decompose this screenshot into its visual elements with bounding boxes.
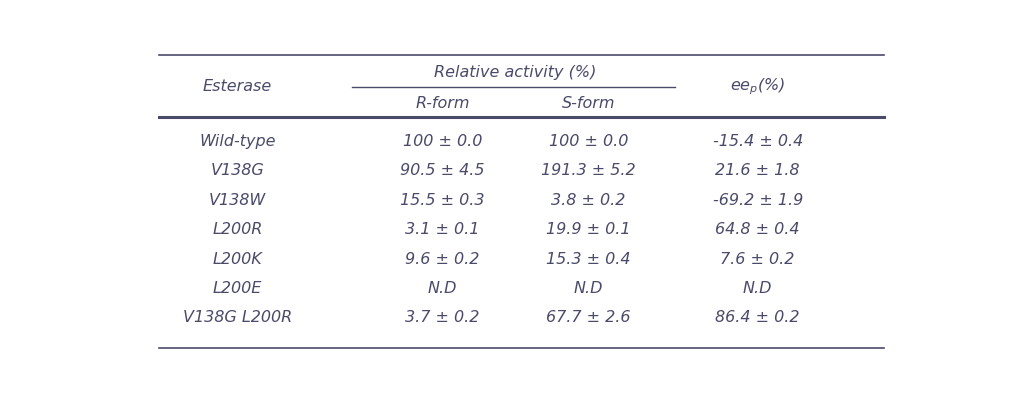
- Text: N.D: N.D: [742, 280, 773, 295]
- Text: R-form: R-form: [415, 96, 470, 111]
- Text: ee$_p$(%): ee$_p$(%): [730, 76, 785, 97]
- Text: Wild-type: Wild-type: [199, 133, 276, 148]
- Text: 15.3 ± 0.4: 15.3 ± 0.4: [546, 251, 631, 266]
- Text: 7.6 ± 0.2: 7.6 ± 0.2: [720, 251, 795, 266]
- Text: 19.9 ± 0.1: 19.9 ± 0.1: [546, 221, 631, 237]
- Text: 15.5 ± 0.3: 15.5 ± 0.3: [400, 192, 485, 207]
- Text: -69.2 ± 1.9: -69.2 ± 1.9: [713, 192, 802, 207]
- Text: 9.6 ± 0.2: 9.6 ± 0.2: [405, 251, 480, 266]
- Text: 100 ± 0.0: 100 ± 0.0: [403, 133, 482, 148]
- Text: -15.4 ± 0.4: -15.4 ± 0.4: [713, 133, 802, 148]
- Text: S-form: S-form: [561, 96, 615, 111]
- Text: 191.3 ± 5.2: 191.3 ± 5.2: [541, 163, 636, 178]
- Text: L200E: L200E: [213, 280, 262, 295]
- Text: V138W: V138W: [208, 192, 266, 207]
- Text: 67.7 ± 2.6: 67.7 ± 2.6: [546, 310, 631, 325]
- Text: 21.6 ± 1.8: 21.6 ± 1.8: [715, 163, 800, 178]
- Text: Relative activity (%): Relative activity (%): [434, 65, 597, 80]
- Text: 3.8 ± 0.2: 3.8 ± 0.2: [551, 192, 625, 207]
- Text: N.D: N.D: [427, 280, 458, 295]
- Text: 3.1 ± 0.1: 3.1 ± 0.1: [405, 221, 480, 237]
- Text: 86.4 ± 0.2: 86.4 ± 0.2: [715, 310, 800, 325]
- Text: N.D: N.D: [574, 280, 603, 295]
- Text: 3.7 ± 0.2: 3.7 ± 0.2: [405, 310, 480, 325]
- Text: 64.8 ± 0.4: 64.8 ± 0.4: [715, 221, 800, 237]
- Text: L200K: L200K: [213, 251, 262, 266]
- Text: 90.5 ± 4.5: 90.5 ± 4.5: [400, 163, 485, 178]
- Text: Esterase: Esterase: [202, 79, 273, 94]
- Text: V138G: V138G: [211, 163, 264, 178]
- Text: L200R: L200R: [213, 221, 262, 237]
- Text: 100 ± 0.0: 100 ± 0.0: [548, 133, 627, 148]
- Text: V138G L200R: V138G L200R: [183, 310, 292, 325]
